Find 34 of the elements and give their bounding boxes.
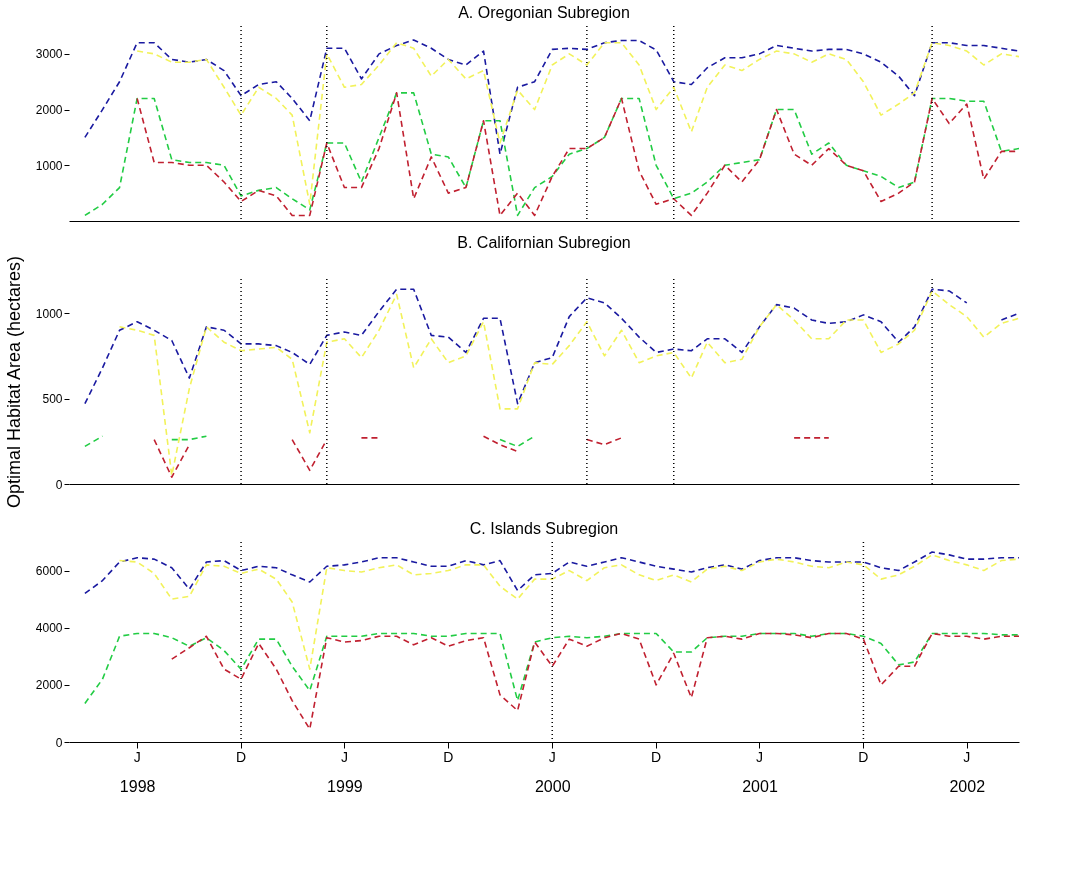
y-tick-label: 500: [42, 392, 63, 407]
x-tick-label: 2002: [949, 777, 986, 795]
line-series: [136, 41, 1020, 206]
line-series: [84, 551, 1020, 595]
line-series: [118, 290, 1020, 477]
chart-title: C. Islands Subregion: [469, 520, 619, 538]
y-tick-label: 2000: [35, 678, 63, 693]
y-tick-label: 2000: [35, 103, 63, 118]
x-tick-label: 2001: [742, 777, 778, 795]
text: J: [756, 749, 763, 765]
text: J: [340, 749, 348, 765]
x-tick-label: 1999: [327, 777, 363, 795]
y-tick-label: 0: [55, 477, 63, 492]
text: J: [548, 749, 556, 765]
chart-title: B. Californian Subregion: [457, 233, 631, 251]
text: D: [651, 749, 662, 765]
text: J: [133, 749, 141, 765]
x-tick-label: 2000: [534, 777, 571, 795]
y-tick-label: 6000: [35, 564, 63, 579]
chart-title: A. Oregonian Subregion: [458, 4, 630, 22]
text: J: [963, 749, 971, 765]
text: D: [235, 749, 247, 765]
text: D: [858, 749, 869, 765]
y-tick-label: 1000: [35, 158, 63, 173]
y-axis-title: Optimal Habitat Area (hectares): [3, 255, 24, 509]
y-tick-label: 3000: [35, 47, 63, 62]
line-series: [84, 632, 1020, 705]
text: D: [443, 749, 454, 765]
y-tick-label: 1000: [35, 306, 63, 321]
x-tick-label: 1998: [119, 777, 156, 795]
y-tick-label: 0: [55, 735, 63, 750]
line-series: [84, 39, 1020, 155]
y-tick-label: 4000: [35, 621, 63, 636]
line-series: [170, 632, 1020, 730]
